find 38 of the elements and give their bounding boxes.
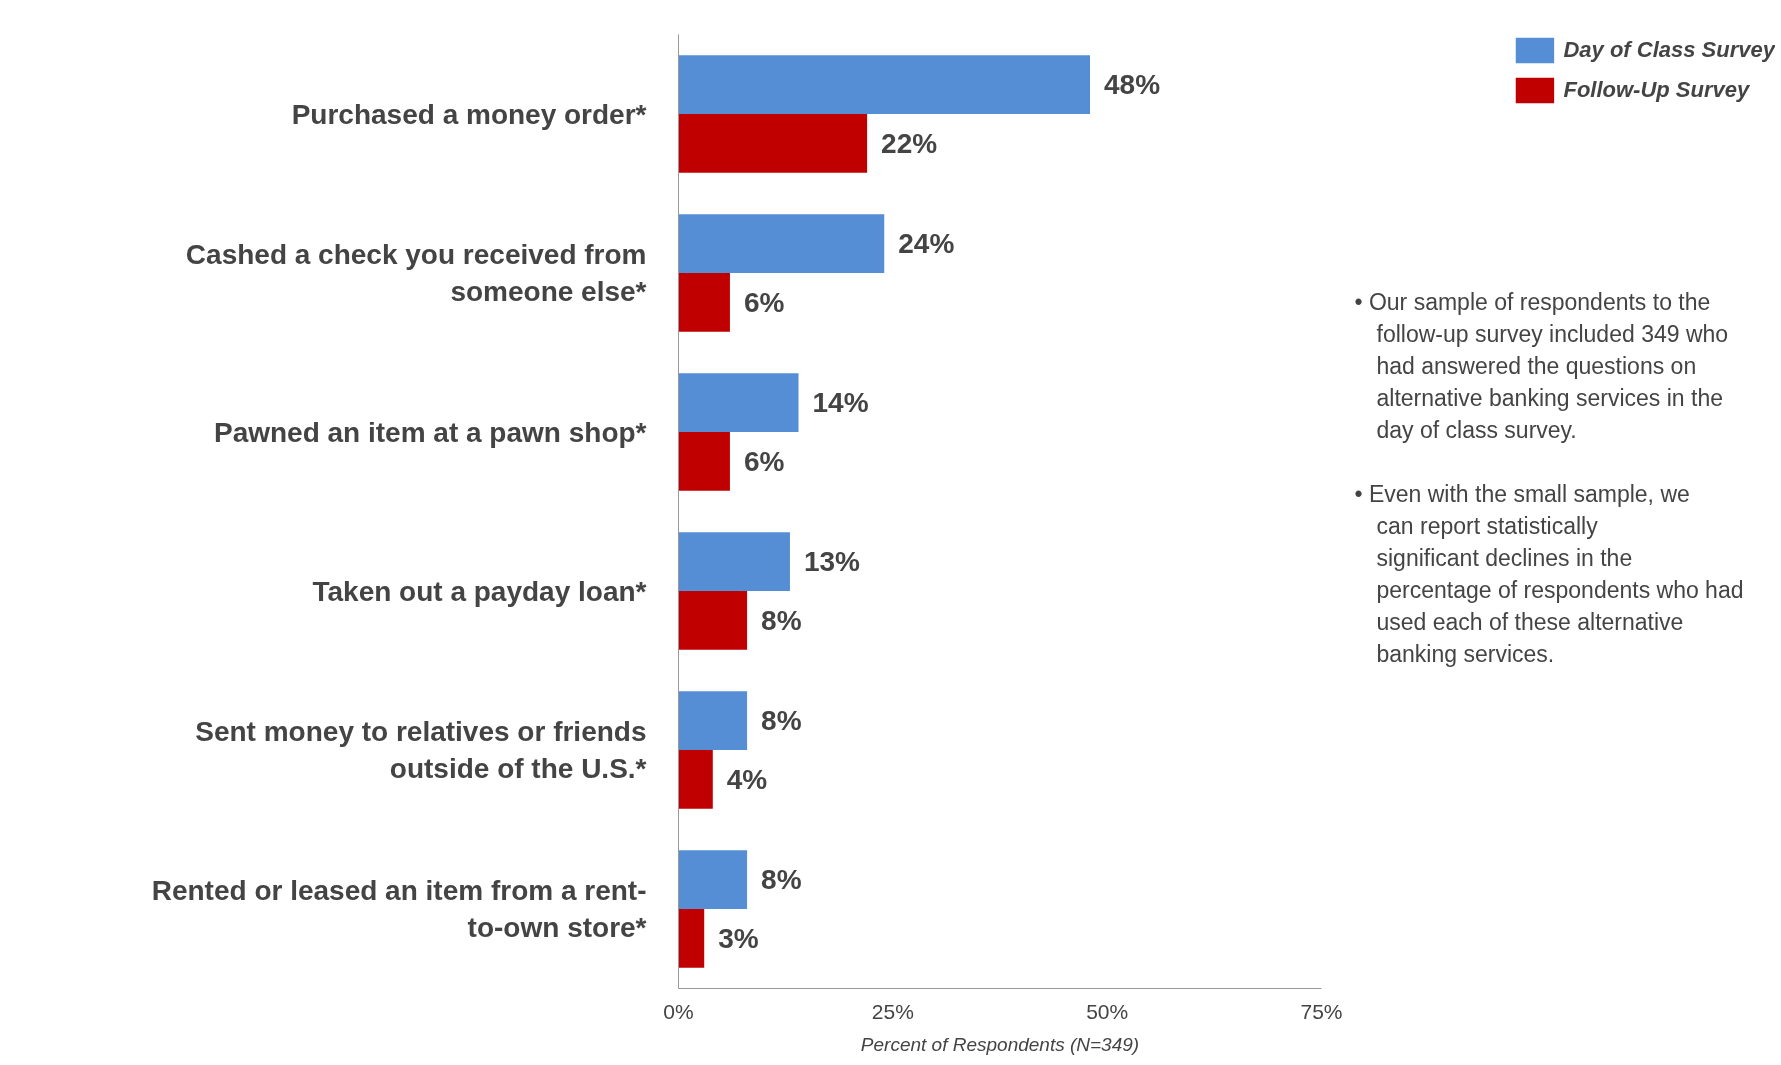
text: • Our sample of respondents to the follow-up survey included 349 who had answered the questions on alternative banking services in the day of class survey.: [1354, 288, 1729, 443]
bar: [678, 55, 1091, 114]
y-tick-label: Rented or leased an item from a rent-to-own store*: [151, 874, 647, 944]
y-tick-label: Taken out a payday loan*: [312, 575, 647, 607]
data-label: 4%: [726, 763, 768, 795]
data-label: 3%: [718, 922, 759, 954]
x-tick-label: 50%: [1086, 999, 1129, 1023]
data-label: 13%: [803, 546, 861, 578]
bar: [678, 532, 790, 591]
x-axis-title: Percent of Respondents (N=349): [860, 1033, 1140, 1055]
y-tick-label: Pawned an item at a pawn shop*: [213, 416, 647, 448]
data-label: 8%: [761, 604, 802, 636]
bar: [678, 114, 868, 173]
bar: [678, 373, 799, 432]
bar: [678, 909, 705, 968]
bar: [678, 591, 748, 650]
data-label: 24%: [898, 228, 955, 260]
legend-label: Follow-Up Survey: [1563, 77, 1750, 103]
data-label: 8%: [761, 864, 802, 896]
data-label: 6%: [743, 286, 785, 318]
bar: [678, 214, 885, 273]
data-label: 22%: [881, 127, 938, 159]
y-tick-label: Sent money to relatives or friends outside of the U.S.*: [195, 715, 647, 785]
bar: [678, 273, 730, 332]
text: • Even with the small sample, we can report statistically significant declines in the percentage of respondents who had used each of these alternative banking services.: [1354, 480, 1744, 667]
bar: [678, 750, 713, 809]
y-tick-label: Purchased a money order*: [291, 98, 647, 130]
bar: [678, 850, 748, 909]
data-label: 8%: [761, 705, 802, 737]
data-label: 14%: [812, 387, 869, 419]
x-tick-label: 75%: [1300, 999, 1343, 1023]
data-label: 48%: [1104, 69, 1161, 101]
x-tick-label: 0%: [663, 999, 694, 1023]
y-tick-label: Cashed a check you received from someone else*: [185, 238, 647, 308]
x-tick-label: 25%: [871, 999, 914, 1023]
bar: [678, 691, 748, 750]
data-label: 6%: [743, 445, 785, 477]
bar: [678, 432, 730, 491]
